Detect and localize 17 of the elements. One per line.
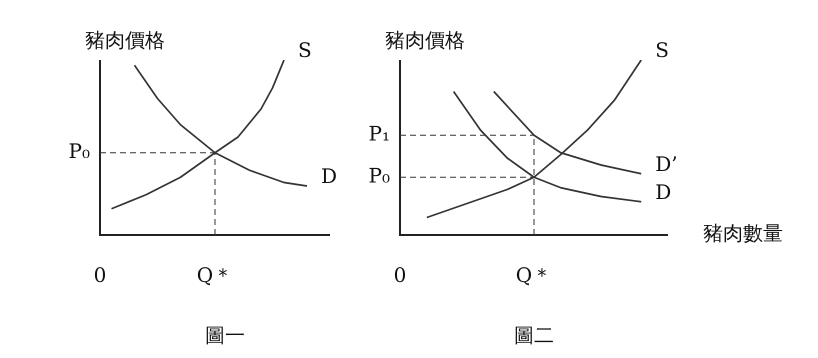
series-label: S [298, 38, 312, 62]
series-label: S [655, 38, 669, 62]
series-label: D’ [655, 152, 678, 176]
x-tick-label: 0 [394, 263, 406, 288]
series-label: D [321, 164, 338, 188]
y-axis-title: 豬肉價格 [85, 28, 165, 52]
series-label: D [655, 180, 672, 204]
y-axis-title: 豬肉價格 [385, 28, 465, 52]
text: 圖二 [514, 323, 554, 348]
text: 圖一 [205, 323, 245, 348]
x-tick-label: Q＊ [516, 263, 552, 288]
ref-line-label: P₁ [368, 121, 390, 146]
ref-line-label: P₀ [368, 163, 390, 188]
x-axis-title: 豬肉數量 [703, 221, 783, 246]
x-tick-label: 0 [94, 263, 106, 288]
x-tick-label: Q＊ [196, 263, 234, 288]
ref-line-label: P₀ [68, 138, 90, 163]
